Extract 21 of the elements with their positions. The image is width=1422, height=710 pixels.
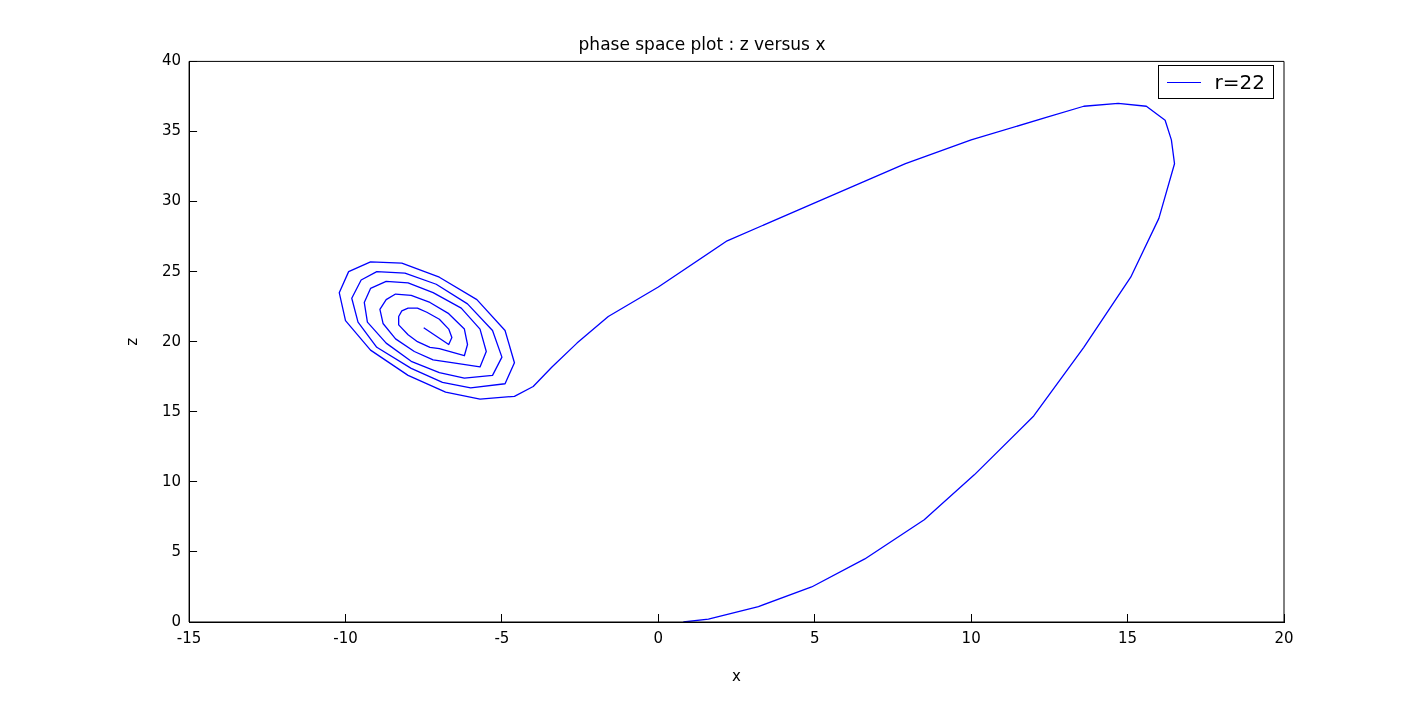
x-tick-label: 10 — [961, 628, 981, 647]
y-tick-label: 5 — [171, 541, 182, 560]
x-tick-label: 5 — [809, 628, 820, 647]
x-tick-label: -5 — [494, 628, 510, 647]
y-tick-label: 10 — [161, 471, 182, 490]
x-tick-label: 15 — [1118, 628, 1138, 647]
y-tick-label: 35 — [161, 121, 182, 140]
y-tick-label: 20 — [161, 331, 182, 350]
y-tick-label: 0 — [171, 611, 182, 630]
x-tick-label: 0 — [653, 628, 664, 647]
legend-label: r=22 — [1214, 70, 1265, 95]
x-tick-label: -10 — [333, 628, 358, 647]
chart-title: phase space plot : z versus x — [578, 33, 826, 54]
y-tick-label: 15 — [161, 401, 182, 420]
x-tick-label: -15 — [176, 628, 202, 647]
x-axis-title: x — [732, 666, 742, 685]
y-axis-title: z — [122, 337, 141, 346]
y-tick-label: 40 — [161, 51, 182, 70]
y-tick-label: 25 — [161, 261, 182, 280]
x-tick-label: 20 — [1274, 628, 1294, 647]
y-tick-label: 30 — [161, 191, 182, 210]
